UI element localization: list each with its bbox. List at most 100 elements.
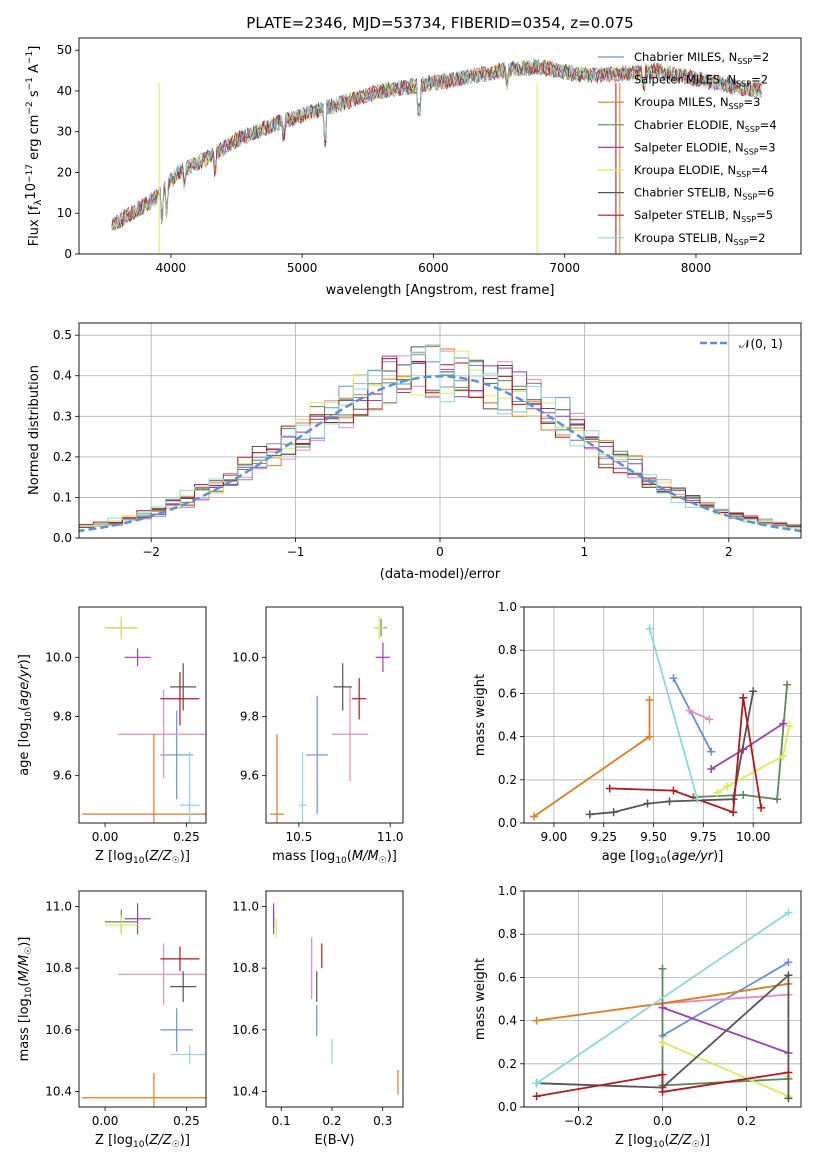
panel-EBV-mass: 0.1 0.2 0.3 10.4 10.6 10.8 11.0: [232, 890, 404, 1128]
x-tick-label: 9.75: [690, 830, 717, 844]
x-axis-label: Z [log10(Z/Z☉)]: [95, 1133, 190, 1150]
panel-Z-age: 0.00 0.25 9.6 9.8 10.0: [45, 606, 207, 844]
y-tick-label: 9.6: [53, 769, 72, 783]
y-tick-label: 0.1: [53, 490, 72, 504]
y-tick-label: 40: [57, 84, 72, 98]
x-axis-label: (data-model)/error: [380, 567, 501, 582]
x-tick-label: −1: [287, 545, 305, 559]
plot-area: [269, 615, 391, 823]
y-tick-label: 10.6: [232, 1023, 259, 1037]
y-tick-label: 10.4: [45, 1085, 72, 1099]
y-tick-label: 9.8: [53, 709, 72, 723]
y-axis-label: Normed distribution: [27, 365, 42, 495]
weight-marker: [783, 680, 792, 689]
y-tick-label: 0.2: [498, 1057, 517, 1071]
x-tick-label: 5000: [287, 261, 318, 275]
x-tick-label: 9.00: [541, 830, 568, 844]
plot-area: [79, 344, 801, 533]
y-tick-label: 0.0: [498, 1100, 517, 1114]
x-tick-label: 0.00: [92, 1114, 119, 1128]
x-tick-label: 0.3: [373, 1114, 392, 1128]
weight-marker: [658, 1070, 667, 1079]
weight-marker: [784, 908, 793, 917]
panel-Z-mass: 0.00 0.25 10.4 10.6 10.8 11.0: [45, 890, 207, 1128]
weight-marker: [605, 784, 614, 793]
weight-line: [536, 1071, 789, 1098]
y-tick-label: 0.4: [53, 369, 72, 383]
axes-frame: [523, 606, 802, 824]
axes-frame: [78, 606, 207, 824]
weight-marker: [658, 1038, 667, 1047]
normal-curve: [79, 374, 801, 533]
x-tick-label: 0.0: [653, 1114, 672, 1128]
weight-marker: [658, 1087, 667, 1096]
weight-marker: [757, 803, 766, 812]
y-tick-label: 0.5: [53, 328, 72, 342]
weight-marker: [532, 1092, 541, 1101]
x-tick-label: 6000: [418, 261, 449, 275]
legend-label-normal: 𝒩(0, 1): [739, 337, 783, 351]
weight-marker: [749, 687, 758, 696]
x-tick-label: 0.2: [322, 1114, 341, 1128]
panel-Z-weight: −0.2 0.0 0.2 0.0 0.2 0.4 0.6 0.8 1.0: [498, 884, 802, 1128]
y-tick-label: 11.0: [45, 899, 72, 913]
axes-frame: [78, 322, 802, 539]
y-tick-label: 0.8: [498, 927, 517, 941]
y-tick-label: 9.6: [240, 769, 259, 783]
y-tick-label: 10.0: [45, 650, 72, 664]
legend-label: Chabrier MILES, NSSP=2: [634, 50, 769, 66]
x-axis-label: wavelength [Angstrom, rest frame]: [326, 283, 555, 298]
weight-line: [648, 628, 699, 800]
weight-marker: [707, 747, 716, 756]
x-tick-label: 0.00: [92, 830, 119, 844]
weight-marker: [785, 721, 794, 730]
axes-frame: [265, 606, 404, 824]
y-tick-label: 0.2: [498, 773, 517, 787]
y-tick-label: 1.0: [498, 884, 517, 898]
histogram-step: [79, 344, 801, 530]
x-tick-label: 9.50: [640, 830, 667, 844]
weight-marker: [532, 1079, 541, 1088]
y-axis-label: mass [log10(M/M☉)]: [17, 937, 34, 1062]
y-tick-label: 11.0: [232, 899, 259, 913]
axes-frame: [78, 37, 802, 255]
weight-marker: [739, 790, 748, 799]
x-axis-label: E(B-V): [314, 1133, 354, 1148]
weight-line: [533, 699, 651, 818]
y-tick-label: 50: [57, 43, 72, 57]
weight-marker: [685, 706, 694, 715]
y-tick-label: 0.6: [498, 686, 517, 700]
y-tick-label: 0.3: [53, 409, 72, 423]
x-axis-label: age [log10(age/yr)]: [602, 849, 724, 866]
x-axis-label: mass [log10(M/M☉)]: [272, 849, 397, 866]
y-tick-label: 10.8: [45, 961, 72, 975]
weight-marker: [739, 693, 748, 702]
weight-line: [662, 993, 789, 1005]
y-tick-label: 9.8: [240, 709, 259, 723]
y-tick-label: 10.6: [45, 1023, 72, 1037]
plot-area: [82, 615, 206, 823]
weight-marker: [529, 812, 538, 821]
weight-marker: [645, 695, 654, 704]
x-tick-label: 0.25: [173, 830, 200, 844]
legend-label: Kroupa MILES, NSSP=3: [634, 95, 760, 111]
y-tick-label: 0.6: [498, 970, 517, 984]
legend-label: Salpeter ELODIE, NSSP=3: [634, 140, 776, 156]
legend-label: Kroupa ELODIE, NSSP=4: [634, 163, 768, 179]
legend: Chabrier MILES, NSSP=2 Salpeter MILES, NS…: [598, 50, 777, 247]
weight-line: [689, 709, 710, 721]
x-tick-label: 8000: [681, 261, 712, 275]
weight-marker: [773, 795, 782, 804]
weight-marker: [713, 788, 722, 797]
weight-marker: [609, 808, 618, 817]
legend-label: Salpeter MILES, NSSP=2: [634, 73, 768, 89]
y-tick-label: 30: [57, 125, 72, 139]
x-tick-label: 11.0: [377, 830, 404, 844]
weight-marker: [729, 808, 738, 817]
y-tick-label: 20: [57, 165, 72, 179]
weight-marker: [669, 674, 678, 683]
x-tick-label: 10.00: [736, 830, 770, 844]
panel-age-weight: 9.00 9.25 9.50 9.75 10.00 0.0 0.2 0.4 0.6 0.8 1.0: [498, 600, 802, 844]
plot-area: [529, 624, 794, 821]
